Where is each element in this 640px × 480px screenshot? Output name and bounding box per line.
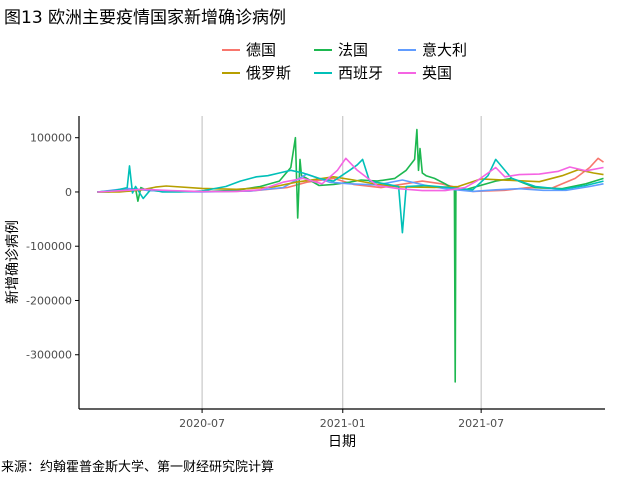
legend-swatch-uk: [398, 72, 416, 74]
x-tick-label: 2021-01: [320, 417, 366, 430]
source-note: 来源：约翰霍普金斯大学、第一财经研究院计算: [1, 460, 275, 475]
legend-swatch-germany: [222, 49, 240, 51]
y-tick-label: -100000: [26, 240, 72, 253]
series-line-russia: [97, 168, 604, 193]
y-tick-label: 100000: [30, 132, 72, 145]
x-tick-label: 2021-07: [458, 417, 504, 430]
y-axis-title: 新增确诊病例: [5, 220, 21, 304]
tick-labels: 2020-07 2021-01 2021-07 100000 0 -100000 -2000…: [26, 132, 504, 430]
legend-swatch-spain: [314, 72, 332, 74]
series-line-spain: [97, 158, 604, 234]
axes: [78, 116, 605, 410]
x-axis-title: 日期: [328, 434, 356, 450]
legend-swatch-france: [314, 49, 332, 51]
legend-label-france: 法国: [338, 41, 369, 59]
legend-label-italy: 意大利: [422, 41, 468, 59]
x-tick-label: 2020-07: [179, 417, 225, 430]
legend-label-germany: 德国: [246, 41, 277, 59]
y-tick-label: -300000: [26, 349, 72, 362]
chart-legend: 德国 法国 意大利 俄罗斯 西班牙 英国: [222, 40, 482, 84]
y-tick-label: -200000: [26, 294, 72, 307]
grid-lines: [201, 116, 482, 409]
legend-swatch-russia: [222, 72, 240, 74]
series-lines: [97, 128, 604, 383]
y-tick-label: 0: [65, 186, 72, 199]
series-line-uk: [97, 157, 604, 193]
legend-label-uk: 英国: [422, 64, 453, 82]
legend-label-spain: 西班牙: [338, 64, 384, 82]
series-line-france: [97, 128, 604, 383]
legend-label-russia: 俄罗斯: [246, 64, 292, 82]
legend-swatch-italy: [398, 49, 416, 51]
page-title: 图13 欧洲主要疫情国家新增确诊病例: [4, 8, 287, 28]
